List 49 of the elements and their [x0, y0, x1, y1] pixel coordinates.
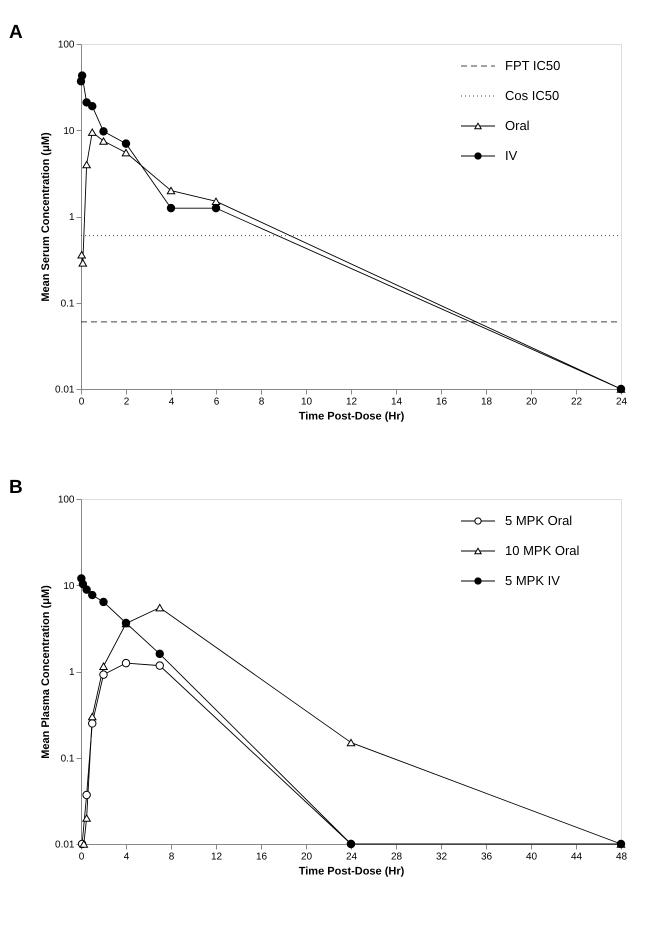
y-tick-label: 0.01 [55, 840, 75, 850]
x-tick-label: 4 [168, 396, 175, 408]
y-tick-label: 0.01 [55, 384, 75, 396]
x-tick-label: 0 [78, 852, 85, 862]
x-tick-label: 28 [390, 852, 402, 862]
legend-label: Cos IC50 [505, 88, 560, 103]
y-tick-label: 10 [63, 126, 75, 137]
x-tick-label: 0 [78, 396, 85, 408]
y-tick-label: 0.1 [60, 298, 75, 310]
x-tick-label: 8 [168, 852, 175, 862]
y-tick-label: 1 [68, 667, 75, 678]
x-tick-label: 18 [480, 396, 492, 408]
text: A [9, 22, 23, 43]
x-tick-label: 24 [616, 396, 628, 408]
x-tick-label: 44 [570, 852, 582, 862]
x-tick-label: 22 [570, 396, 582, 408]
x-tick-label: 36 [480, 852, 492, 862]
legend-label: FPT IC50 [505, 58, 560, 73]
x-tick-label: 16 [256, 852, 268, 862]
y-tick-label: 1 [68, 212, 75, 223]
legend-label: 5 MPK Oral [505, 513, 572, 528]
x-tick-label: 12 [346, 396, 358, 408]
x-tick-label: 8 [258, 396, 265, 408]
y-tick-label: 100 [58, 40, 75, 50]
x-tick-label: 12 [210, 852, 222, 862]
y-axis-title: Mean Plasma Concentration (μM) [40, 584, 52, 759]
x-axis-title: Time Post-Dose (Hr) [298, 410, 405, 422]
legend-label: 5 MPK IV [505, 573, 560, 588]
x-tick-label: 24 [346, 852, 358, 862]
legend-label: 10 MPK Oral [505, 543, 580, 558]
legend-label: IV [505, 148, 518, 163]
y-tick-label: 0.1 [60, 753, 75, 764]
x-tick-label: 48 [616, 852, 628, 862]
x-tick-label: 4 [124, 852, 130, 862]
x-tick-label: 16 [436, 396, 448, 408]
text: B [9, 477, 23, 498]
x-tick-label: 14 [390, 396, 402, 408]
legend-label: Oral [505, 118, 530, 133]
x-tick-label: 20 [526, 396, 538, 408]
x-tick-label: 20 [300, 852, 312, 862]
x-tick-label: 32 [436, 852, 448, 862]
y-axis-title: Mean Serum Concentration (μM) [40, 132, 52, 302]
y-tick-label: 10 [63, 580, 75, 592]
x-tick-label: 6 [214, 396, 220, 408]
x-tick-label: 2 [124, 396, 130, 408]
x-tick-label: 10 [300, 396, 312, 408]
y-tick-label: 100 [58, 494, 75, 506]
x-axis-title: Time Post-Dose (Hr) [298, 866, 405, 878]
x-tick-label: 40 [526, 852, 538, 862]
